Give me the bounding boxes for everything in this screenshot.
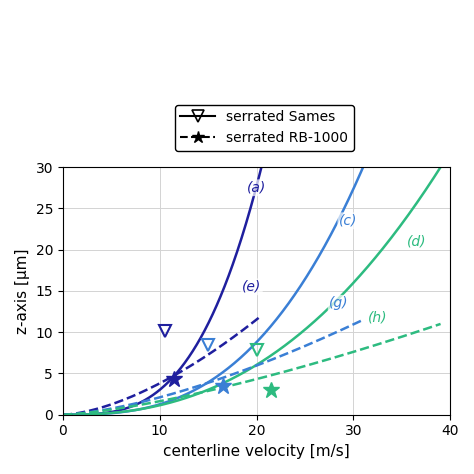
- X-axis label: centerline velocity [m/s]: centerline velocity [m/s]: [163, 444, 350, 459]
- Text: (g): (g): [329, 296, 349, 310]
- Legend: serrated Sames, serrated RB-1000: serrated Sames, serrated RB-1000: [175, 105, 354, 151]
- Y-axis label: z-axis [μm]: z-axis [μm]: [15, 248, 30, 334]
- Text: (d): (d): [407, 235, 426, 248]
- Text: (c): (c): [339, 214, 357, 228]
- Text: (e): (e): [242, 280, 261, 294]
- Text: (h): (h): [368, 310, 387, 324]
- Text: (a): (a): [247, 181, 266, 195]
